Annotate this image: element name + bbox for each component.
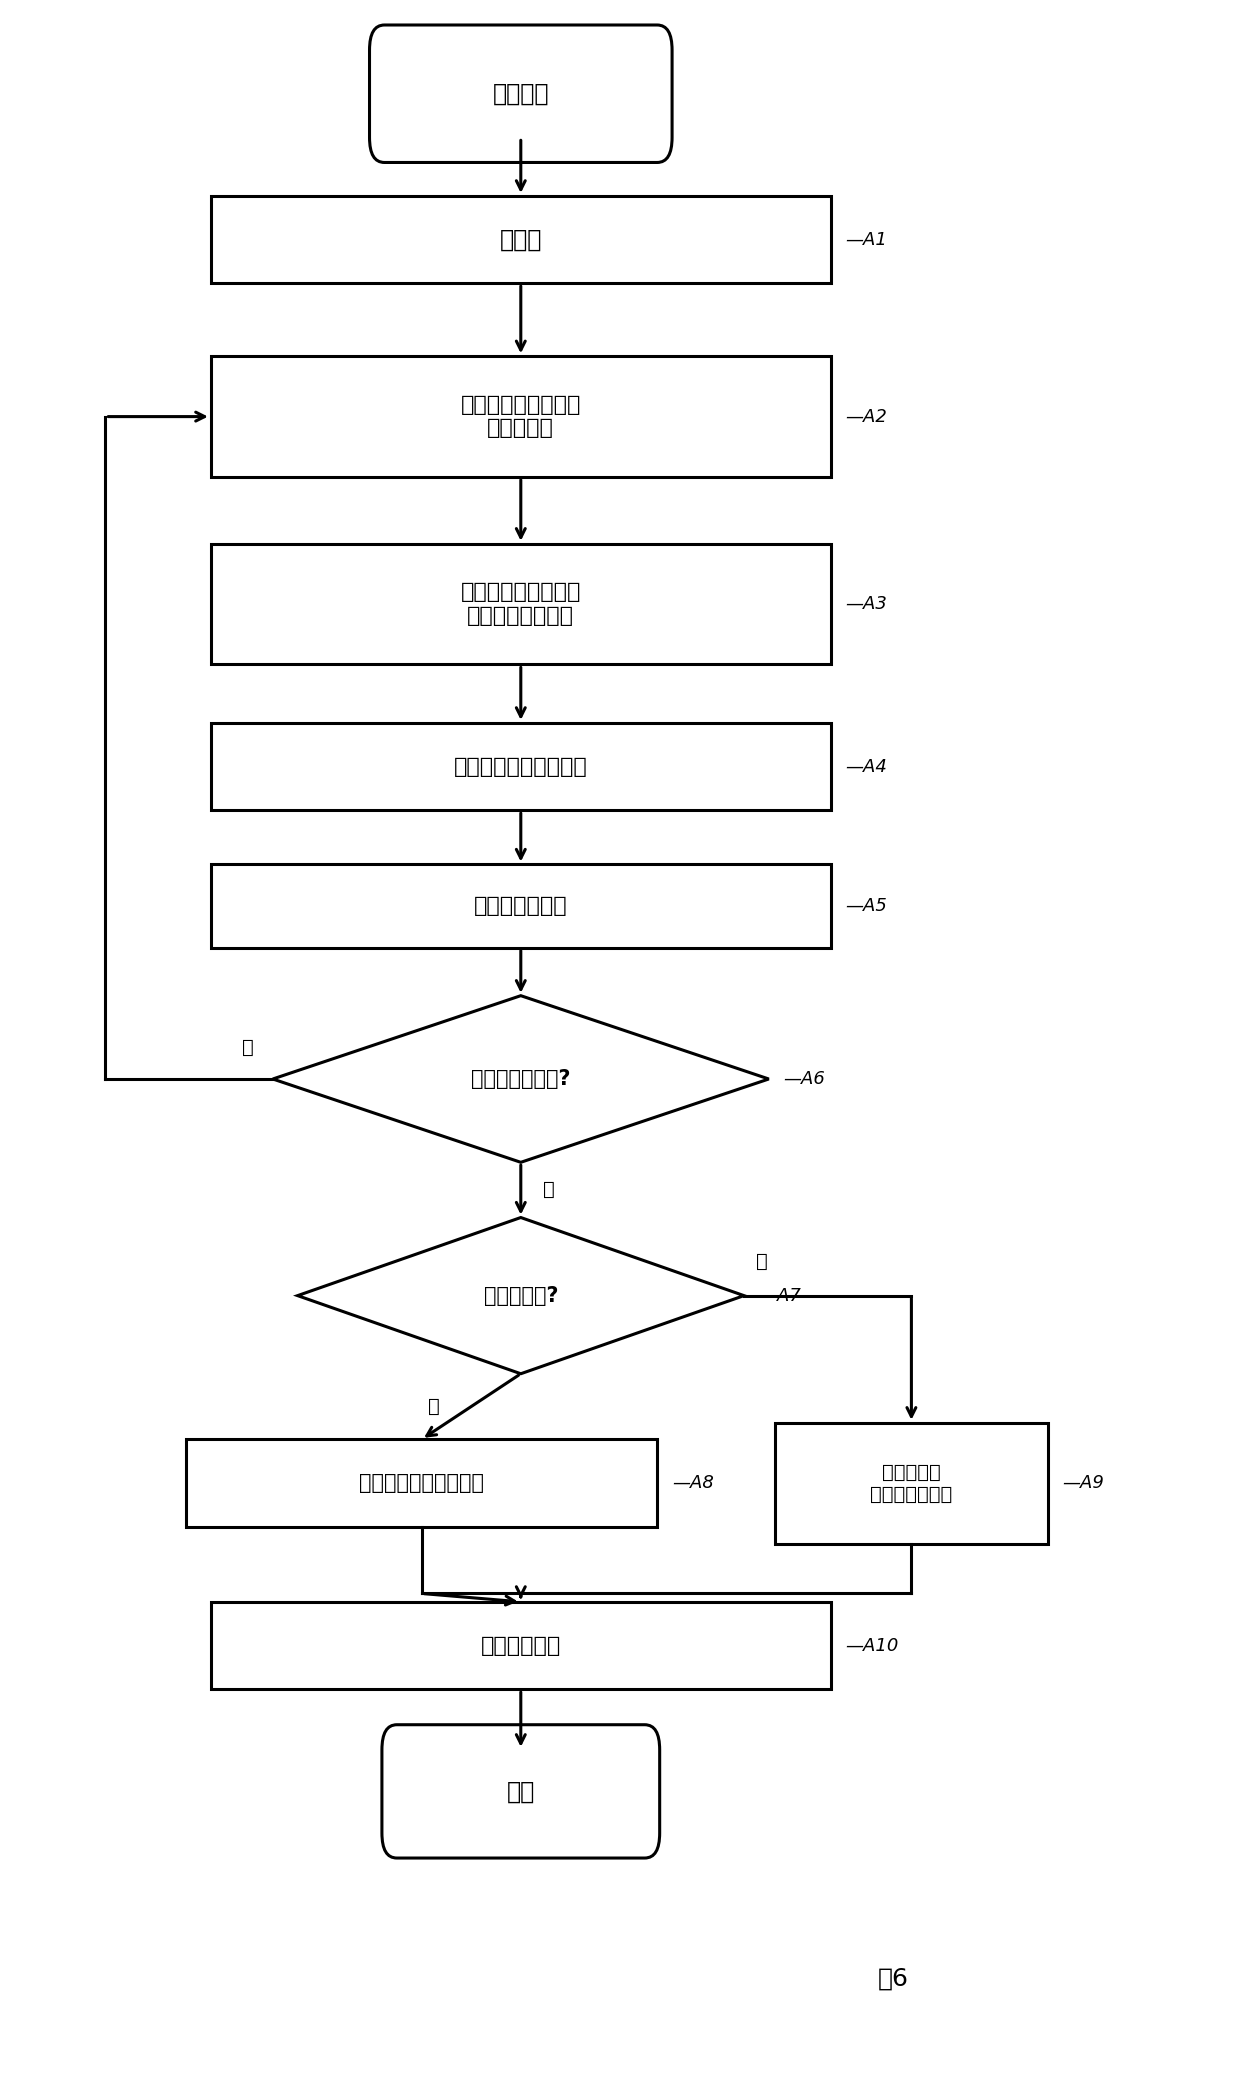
Text: 初始化: 初始化 [500, 227, 542, 252]
Text: 否: 否 [243, 1037, 254, 1058]
Text: 预置的音量?: 预置的音量? [484, 1285, 558, 1306]
Polygon shape [273, 996, 769, 1162]
Text: —A10: —A10 [846, 1637, 899, 1654]
Text: —A1: —A1 [846, 231, 888, 248]
Text: —A5: —A5 [846, 898, 888, 914]
Text: 设置由用户
任意设定的音量: 设置由用户 任意设定的音量 [870, 1462, 952, 1504]
Text: —A9: —A9 [1063, 1475, 1105, 1491]
Text: —A8: —A8 [672, 1475, 714, 1491]
Text: —A2: —A2 [846, 408, 888, 425]
Text: 显示扬声器音量: 显示扬声器音量 [474, 896, 568, 917]
Bar [211, 1602, 831, 1689]
Bar [211, 544, 831, 664]
Text: 启动操作系统: 启动操作系统 [481, 1635, 560, 1656]
Text: 接通电源: 接通电源 [492, 81, 549, 106]
Bar [211, 196, 831, 283]
Text: 否: 否 [756, 1252, 768, 1271]
FancyBboxPatch shape [370, 25, 672, 162]
Bar [186, 1439, 657, 1527]
Text: 图6: 图6 [878, 1966, 908, 1991]
Bar [211, 356, 831, 477]
Text: 确定相应于周围声音
音量的扬声器音量: 确定相应于周围声音 音量的扬声器音量 [460, 583, 582, 625]
Text: —A4: —A4 [846, 758, 888, 775]
Text: 是: 是 [543, 1181, 554, 1200]
Bar [775, 1423, 1048, 1544]
Text: —A7: —A7 [759, 1287, 801, 1304]
FancyBboxPatch shape [382, 1725, 660, 1858]
Text: 是: 是 [428, 1398, 439, 1416]
Text: —A3: —A3 [846, 596, 888, 612]
Text: 输出声音标识或哔哔声: 输出声音标识或哔哔声 [454, 756, 588, 777]
Bar [211, 864, 831, 948]
Text: 结束: 结束 [507, 1779, 534, 1804]
Text: 执行了改变操作?: 执行了改变操作? [471, 1069, 570, 1089]
Text: 设置由用户预置的音量: 设置由用户预置的音量 [360, 1473, 484, 1494]
Bar [211, 723, 831, 810]
Text: 通过麦克风获得周围
声音的音量: 通过麦克风获得周围 声音的音量 [460, 396, 582, 437]
Text: —A6: —A6 [784, 1071, 826, 1087]
Polygon shape [298, 1216, 744, 1375]
